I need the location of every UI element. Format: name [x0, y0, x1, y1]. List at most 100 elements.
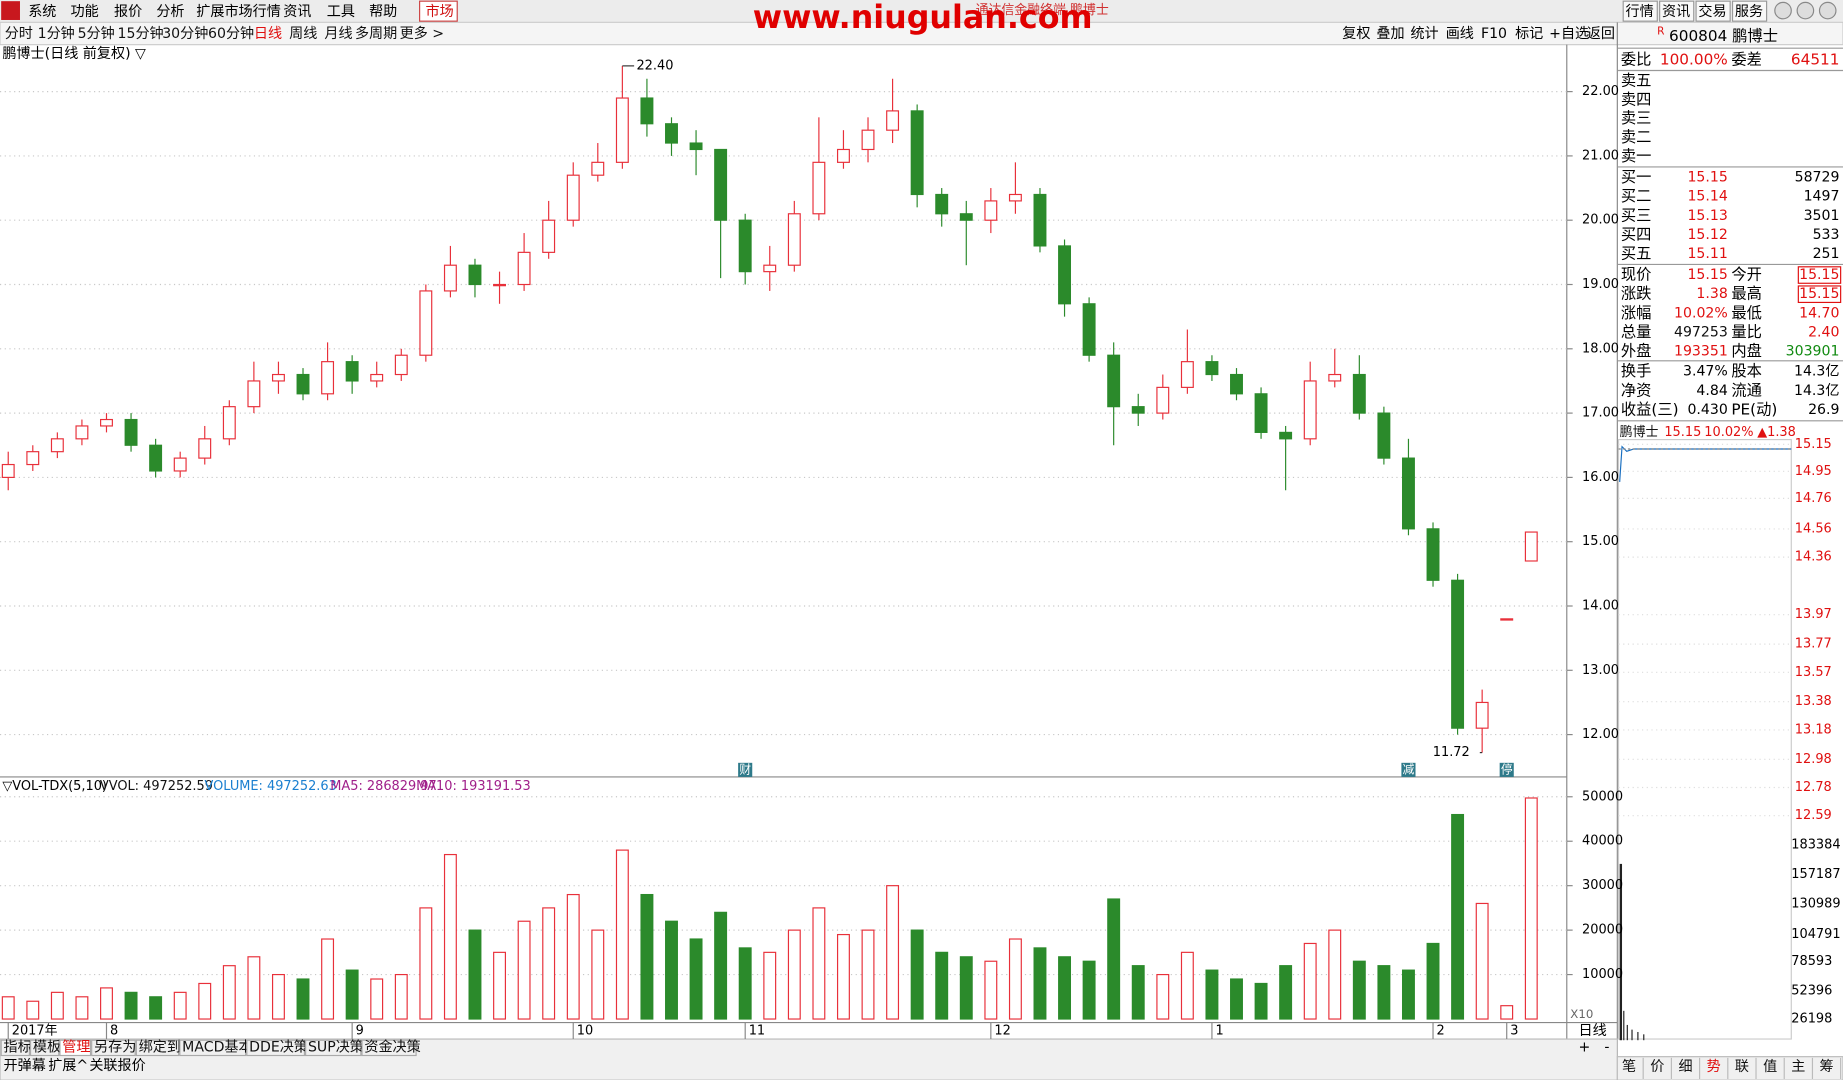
event-marker: [1401, 762, 1416, 777]
tool-button[interactable]: 统计: [1410, 26, 1438, 42]
x-tick-label: 1: [1215, 1023, 1223, 1038]
period-tab[interactable]: 更多 >: [400, 25, 444, 42]
period-tab[interactable]: 月线: [324, 26, 352, 42]
bottom-tab[interactable]: 绑定到: [139, 1039, 181, 1055]
volume-bar: [566, 893, 580, 1020]
mini-tab[interactable]: 价: [1650, 1059, 1664, 1075]
ask-label: 卖三: [1621, 109, 1652, 127]
tool-button[interactable]: 叠加: [1376, 26, 1404, 42]
candle-body: [1230, 373, 1243, 395]
event-label[interactable]: 财: [739, 762, 751, 776]
candle-body: [149, 444, 163, 472]
mini-volume: [1626, 1024, 1628, 1041]
volume-bar: [370, 978, 384, 1020]
tool-button[interactable]: 返回: [1587, 26, 1615, 42]
menu-button[interactable]: 资讯: [1662, 4, 1690, 20]
bid-volume: 533: [1813, 227, 1840, 243]
candle-body: [443, 264, 457, 292]
volume-bar: [468, 929, 482, 1020]
mini-volume-label: 26198: [1791, 1012, 1832, 1027]
volume-bar: [271, 973, 285, 1020]
volume-bar: [1328, 929, 1342, 1020]
period-tab[interactable]: 日线: [254, 26, 282, 42]
bottom-tab[interactable]: 扩展^: [48, 1058, 88, 1074]
mini-tab[interactable]: 细: [1678, 1059, 1692, 1075]
tool-button[interactable]: 复权: [1342, 25, 1370, 42]
period-tab[interactable]: 60分钟: [208, 25, 254, 42]
candle-body: [959, 213, 973, 221]
period-tab[interactable]: 周线: [289, 26, 317, 42]
menu-item[interactable]: 帮助: [369, 4, 397, 20]
candle-body: [517, 251, 531, 286]
mini-tab[interactable]: 势: [1707, 1059, 1721, 1075]
zoom-button[interactable]: +: [1579, 1039, 1591, 1055]
menu-item[interactable]: 工具: [327, 4, 355, 20]
bottom-tab[interactable]: 模板: [33, 1039, 61, 1055]
menu-active[interactable]: 市场: [425, 3, 453, 20]
candle-body: [1180, 361, 1194, 388]
tool-button[interactable]: 标记: [1515, 26, 1543, 42]
menu-item[interactable]: 报价: [114, 4, 142, 20]
volume-bar: [149, 996, 163, 1020]
zoom-button[interactable]: -: [1604, 1039, 1609, 1055]
bottom-tab[interactable]: MACD基本: [182, 1038, 252, 1055]
bottom-tab[interactable]: SUP决策: [308, 1038, 364, 1055]
menu-item[interactable]: 扩展市场行情: [196, 3, 281, 20]
period-tab[interactable]: 1分钟: [38, 25, 75, 42]
mini-volume-label: 183384: [1791, 838, 1840, 853]
menu-item[interactable]: 资讯: [283, 4, 311, 20]
bottom-tab[interactable]: 开弹幕: [4, 1058, 46, 1074]
period-tab[interactable]: 多周期: [355, 25, 397, 42]
bottom-tab[interactable]: 关联报价: [89, 1058, 145, 1074]
window-title: 通达信金融终端 鹏博士: [976, 2, 1109, 18]
candle-body: [812, 161, 826, 215]
tool-button[interactable]: F10: [1481, 26, 1507, 42]
mini-tab[interactable]: 联: [1735, 1059, 1749, 1075]
window-control[interactable]: [1796, 1, 1815, 20]
mini-tab[interactable]: 笔: [1622, 1059, 1636, 1075]
mini-price-label: 13.57: [1795, 665, 1832, 680]
menu-button[interactable]: 交易: [1698, 3, 1726, 20]
menu-button[interactable]: 行情: [1626, 4, 1654, 20]
mini-tab[interactable]: 值: [1763, 1059, 1777, 1075]
mini-tab[interactable]: 主: [1791, 1059, 1805, 1075]
period-tab[interactable]: 5分钟: [78, 25, 115, 42]
mini-volume: [1631, 1029, 1633, 1041]
bottom-tab[interactable]: 管理: [62, 1039, 90, 1055]
x-tick-label: 8: [110, 1023, 118, 1038]
bottom-tab[interactable]: 资金决策: [364, 1038, 420, 1055]
window-control[interactable]: [1818, 1, 1837, 20]
period-tab[interactable]: 30分钟: [162, 25, 208, 42]
event-marker: [1499, 762, 1514, 777]
menu-button[interactable]: 服务: [1735, 4, 1763, 20]
scale-label: X10: [1570, 1007, 1593, 1021]
mini-price-label: 12.59: [1795, 808, 1832, 823]
menu-item[interactable]: 系统: [28, 4, 56, 20]
menu-button-bg: [1695, 0, 1731, 22]
menu-item[interactable]: 功能: [71, 4, 99, 20]
tool-button[interactable]: 画线: [1446, 26, 1474, 42]
bottom-tab[interactable]: 指标: [4, 1039, 32, 1055]
window-control[interactable]: [1774, 1, 1792, 20]
x-tick-label: 2017年: [12, 1023, 58, 1038]
label: 委差: [1731, 50, 1762, 68]
bottom-tab[interactable]: DDE决策: [249, 1038, 308, 1055]
volume-bar: [787, 929, 801, 1020]
mini-volume: [1623, 1010, 1625, 1041]
menu-item[interactable]: 分析: [156, 4, 184, 20]
candle-body: [1205, 361, 1219, 376]
volume-bar: [1058, 956, 1072, 1020]
volume-bar: [1082, 960, 1096, 1020]
event-label[interactable]: 减: [1403, 762, 1415, 776]
candle-body: [370, 373, 384, 382]
period-tab[interactable]: 分时: [5, 26, 33, 42]
event-label[interactable]: 停: [1501, 762, 1513, 776]
period-tab[interactable]: 15分钟: [118, 25, 164, 42]
bottom-tab[interactable]: 另存为: [94, 1039, 136, 1055]
menu-button-bg: [1731, 0, 1768, 22]
volume-bar: [1131, 965, 1145, 1020]
mini-tab[interactable]: 筹: [1819, 1058, 1833, 1075]
tool-button[interactable]: +自选: [1549, 26, 1589, 42]
volume-bar: [910, 929, 924, 1020]
candle-body: [1107, 354, 1121, 408]
